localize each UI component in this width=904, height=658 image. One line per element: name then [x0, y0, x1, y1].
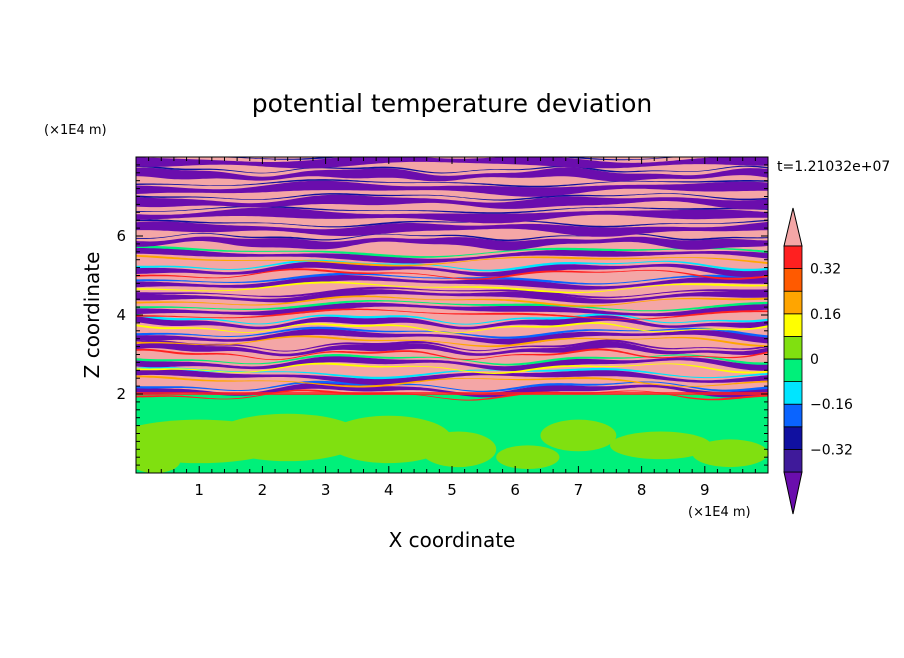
inversion-edge: [136, 392, 768, 396]
x-tick-label: 5: [447, 481, 457, 499]
band-cold-7: [136, 289, 768, 304]
band-mixed-1: [136, 366, 768, 380]
x-tick-label: 8: [637, 481, 647, 499]
y-tick-label: 2: [116, 385, 126, 403]
colorbar-swatch: [783, 268, 803, 292]
colorbar-tick-label: 0: [810, 352, 819, 368]
x-tick-label: 6: [510, 481, 520, 499]
colorbar-labels: 0.32 0.16 0 −0.16 −0.32: [810, 262, 853, 459]
colorbar-tick-label: 0.32: [810, 262, 841, 278]
band-warm-8: [136, 281, 768, 294]
band-mixed-0: [136, 380, 768, 393]
lower-blob-1: [211, 413, 364, 462]
band-cold-16: [136, 167, 768, 182]
colorbar-swatch: [783, 448, 803, 473]
lower-blob-4: [540, 419, 617, 452]
band-cold-3: [136, 341, 768, 357]
band-field: [136, 157, 768, 401]
x-tick-labels: 1 2 3 4 5 6 7 8 9: [194, 481, 709, 499]
band-warm-2: [136, 362, 768, 374]
colorbar-tick-label: −0.16: [810, 397, 853, 413]
colorbar-swatch: [783, 381, 803, 405]
band-cold-8: [136, 275, 768, 290]
y-unit-label: (×1E4 m): [44, 123, 107, 138]
x-tick-label: 4: [384, 481, 394, 499]
lower-blob-2: [325, 415, 452, 464]
colorbar-tick-label: 0.16: [810, 307, 841, 323]
band-mixed-9: [136, 259, 768, 272]
y-tick-labels: 2 4 6: [116, 227, 126, 403]
x-tick-label: 7: [574, 481, 584, 499]
lower-blob-5: [610, 431, 712, 460]
colorbar-swatch: [783, 403, 803, 428]
band-cold-9: [136, 261, 768, 278]
colorbar-swatch: [783, 335, 803, 360]
x-tick-label: 9: [700, 481, 710, 499]
colorbar-swatch: [783, 290, 803, 315]
y-axis-label: Z coordinate: [80, 252, 104, 379]
lower-blob-7: [136, 449, 181, 473]
band-mixed-10: [136, 245, 768, 258]
colorbar-extend-bottom: [783, 471, 803, 515]
x-unit-label: (×1E4 m): [688, 505, 751, 520]
x-tick-label: 2: [258, 481, 268, 499]
band-cold-15: [136, 180, 768, 197]
time-label: t=1.21032e+07: [777, 159, 890, 175]
y-tick-label: 6: [116, 227, 126, 245]
x-tick-label: 1: [194, 481, 204, 499]
colorbar: [783, 207, 803, 515]
lower-blob-6: [692, 439, 768, 468]
colorbar-swatch: [783, 426, 803, 450]
lower-layer-field: [136, 394, 768, 473]
chart-title: potential temperature deviation: [252, 89, 652, 118]
band-mixed-7: [136, 286, 768, 299]
band-warm-10: [136, 254, 768, 267]
band-mixed-13: [136, 205, 768, 214]
x-tick-label: 3: [321, 481, 331, 499]
band-cold-10: [136, 247, 768, 264]
band-cold-0: [136, 382, 768, 398]
colorbar-tick-label: −0.32: [810, 442, 853, 458]
band-cold-11: [136, 236, 768, 251]
colorbar-swatch: [783, 313, 803, 337]
band-warm-3: [136, 348, 768, 361]
band-mixed-17: [136, 157, 682, 161]
band-warm-9: [136, 268, 768, 280]
x-axis-label: X coordinate: [389, 528, 516, 552]
band-cold-1: [136, 368, 768, 385]
band-cold-2: [136, 356, 768, 371]
band-warm-1: [136, 375, 768, 388]
colorbar-extend-top: [783, 207, 803, 247]
band-mixed-3: [136, 339, 768, 352]
band-cold-17: [136, 157, 768, 169]
band-cold-12: [136, 221, 768, 237]
band-cold-13: [136, 207, 768, 224]
plot-area: [136, 157, 768, 473]
lower-blob-3: [420, 431, 497, 468]
frame-ticks: [136, 157, 769, 473]
band-cold-4: [136, 328, 768, 345]
colorbar-swatch: [783, 358, 803, 383]
band-cold-14: [136, 194, 768, 210]
band-warm-5: [136, 322, 768, 334]
band-mixed-8: [136, 272, 768, 285]
band-mixed-15: [136, 179, 768, 188]
lower-blob-8: [496, 445, 560, 470]
band-warm-6: [136, 308, 768, 320]
colorbar-swatch: [783, 245, 803, 270]
y-tick-label: 4: [116, 306, 126, 324]
band-mixed-16: [136, 165, 768, 174]
